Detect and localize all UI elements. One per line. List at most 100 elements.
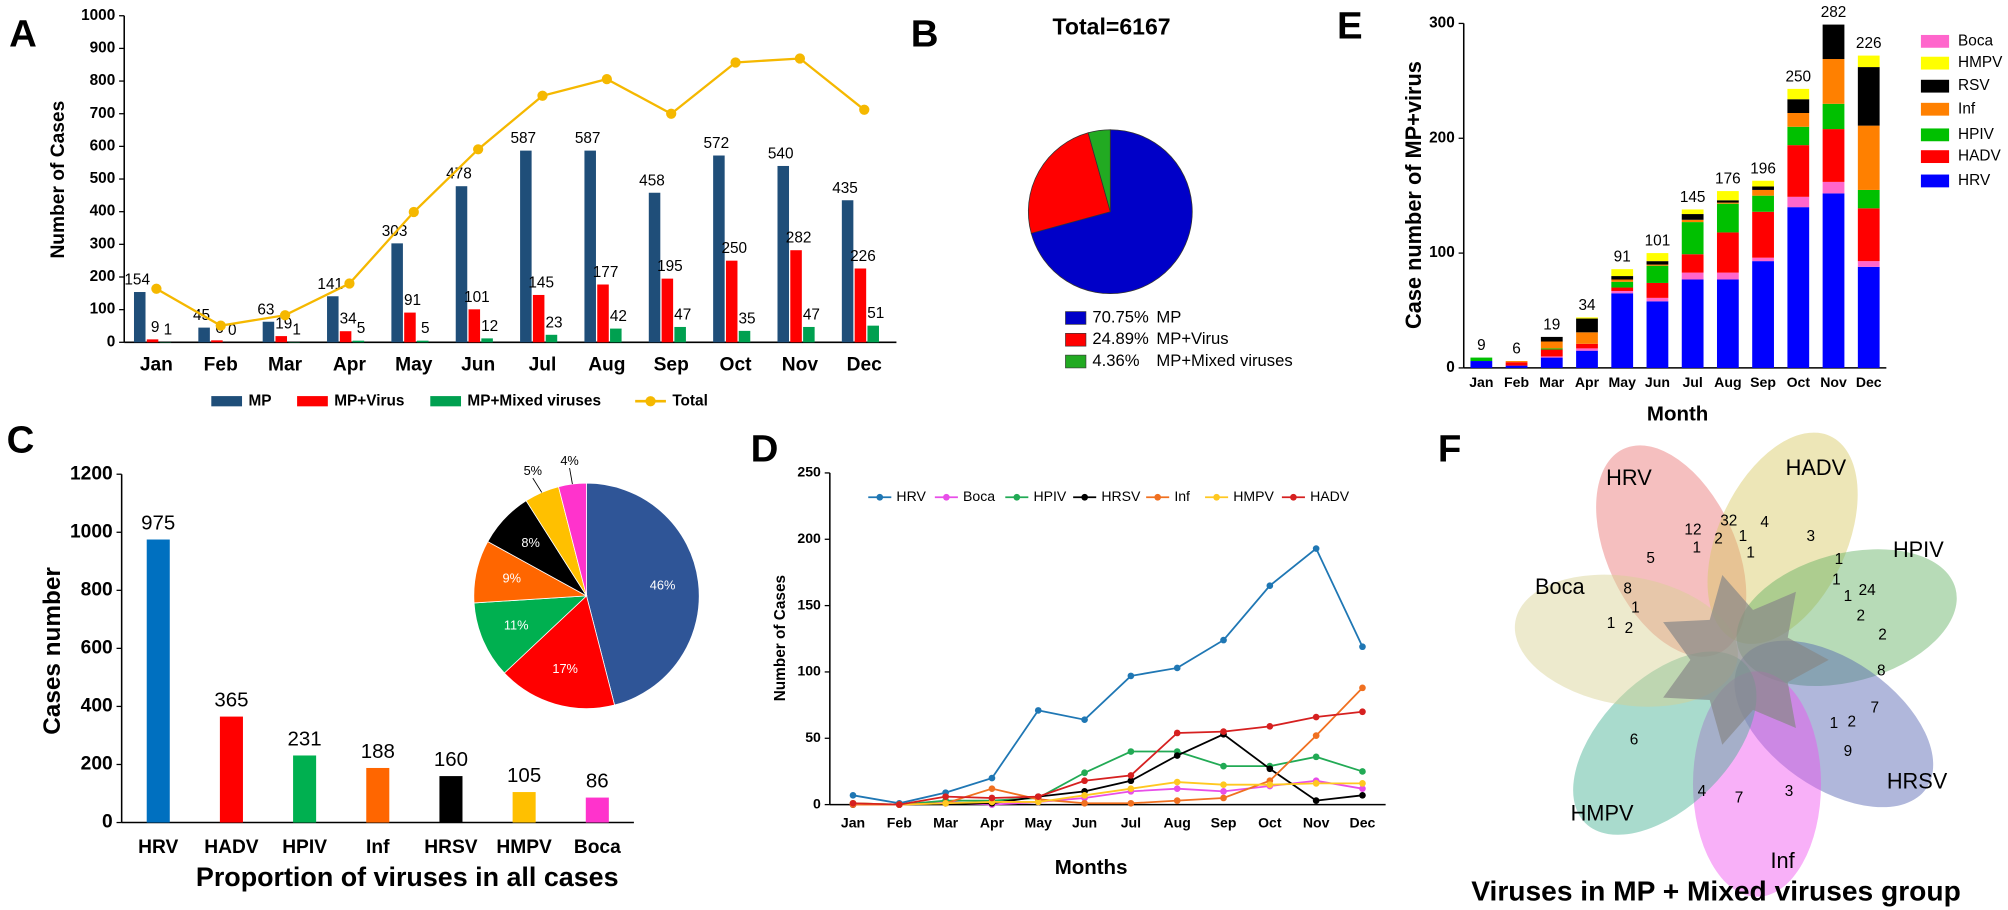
y-tick-label: 500 (90, 170, 116, 187)
bar-segment (1540, 348, 1563, 350)
bar-segment (1716, 232, 1739, 273)
total-point (473, 144, 484, 155)
x-tick-label: Feb (887, 815, 912, 831)
pie-slice (558, 482, 587, 596)
x-axis-label: Proportion of viruses in all cases (196, 862, 619, 892)
bar-segment (1716, 272, 1739, 280)
venn-count: 1 (1631, 600, 1640, 617)
legend-value: 24.89% (1092, 329, 1149, 348)
bar (391, 243, 403, 343)
bar-segment (1752, 257, 1774, 262)
y-tick-label: 800 (90, 72, 116, 89)
venn-set-label: HADV (1786, 455, 1847, 480)
bar (520, 150, 532, 343)
y-tick-label: 100 (1429, 244, 1455, 261)
legend-swatch (297, 396, 328, 407)
point (1127, 777, 1135, 785)
x-tick-label: Dec (1350, 815, 1376, 831)
bar-segment (1646, 265, 1669, 283)
venn-count: 8 (1623, 581, 1632, 598)
bar-segment (1822, 181, 1845, 194)
leader-line (569, 468, 573, 485)
bar-segment (1681, 272, 1704, 280)
venn-set-label: HPIV (1893, 537, 1944, 562)
bar (597, 284, 609, 343)
y-tick-label: 200 (90, 268, 116, 285)
y-axis-label: Number of Cases (772, 575, 789, 701)
value-label: 177 (593, 264, 619, 281)
bar (455, 186, 468, 343)
venn-count: 1 (1607, 615, 1616, 632)
bar-segment (1470, 357, 1493, 362)
value-label: 105 (507, 764, 541, 787)
bar (648, 192, 661, 343)
bar (404, 312, 416, 343)
bar (468, 309, 481, 343)
total-label: 226 (1856, 35, 1882, 52)
legend-swatch (1920, 56, 1950, 70)
total-point (408, 206, 419, 218)
venn-count: 1 (1739, 528, 1748, 545)
bar-segment (1787, 99, 1810, 113)
bar-segment (1752, 189, 1774, 196)
series-line (852, 710, 1363, 806)
value-label: 101 (464, 289, 490, 306)
pie-slice (503, 595, 616, 709)
bar (545, 334, 558, 343)
bar (366, 767, 390, 823)
bar (416, 340, 429, 343)
venn-count: 4 (1698, 783, 1707, 800)
slice-label: 5% (524, 463, 543, 478)
y-tick-label: 0 (102, 812, 113, 833)
value-label: 51 (867, 305, 884, 322)
value-label: 63 (257, 301, 274, 318)
legend-swatch (1065, 333, 1087, 347)
bar-segment (1646, 297, 1669, 302)
y-tick-label: 400 (81, 696, 113, 717)
bar-segment (1787, 196, 1810, 208)
x-tick-label: Oct (720, 354, 753, 375)
legend-label: HPIV (1033, 488, 1066, 504)
legend-marker (1213, 493, 1220, 501)
bar-segment (1611, 281, 1634, 288)
bar-segment (1540, 357, 1563, 368)
bar-segment (1681, 279, 1704, 368)
point (1312, 780, 1320, 787)
point (1034, 707, 1042, 714)
y-tick-label: 800 (81, 579, 113, 600)
bar-segment (1540, 356, 1563, 358)
x-tick-label: Apr (980, 815, 1005, 831)
bar (532, 294, 545, 343)
x-tick-label: Mar (1539, 374, 1565, 390)
x-tick-label: Aug (1714, 374, 1741, 390)
y-axis-label: Cases number (39, 567, 66, 735)
point (1081, 716, 1088, 724)
value-label: 23 (545, 314, 562, 331)
venn-set-label: HRSV (1887, 769, 1948, 794)
value-label: 282 (786, 230, 812, 247)
x-tick-label: Inf (366, 837, 390, 858)
value-label: 47 (674, 306, 691, 323)
bar (584, 150, 596, 343)
bar (146, 539, 170, 823)
bar (854, 268, 867, 343)
value-label: 145 (528, 274, 554, 291)
bar (198, 327, 210, 343)
bar-segment (1681, 209, 1704, 215)
bar-segment (1752, 180, 1774, 187)
bar-segment (1681, 254, 1704, 273)
bar-segment (1681, 222, 1704, 255)
value-label: 587 (575, 130, 601, 147)
point (1359, 791, 1366, 799)
value-label: 250 (721, 240, 747, 257)
bar-segment (1716, 200, 1739, 203)
x-tick-label: Apr (1575, 374, 1600, 390)
total-point (601, 73, 612, 85)
x-tick-label: Jan (841, 815, 865, 831)
bar (512, 792, 536, 823)
value-label: 5 (357, 320, 366, 337)
point (1220, 781, 1227, 789)
slice-label: 46% (650, 578, 676, 593)
legend-marker (1290, 493, 1297, 501)
